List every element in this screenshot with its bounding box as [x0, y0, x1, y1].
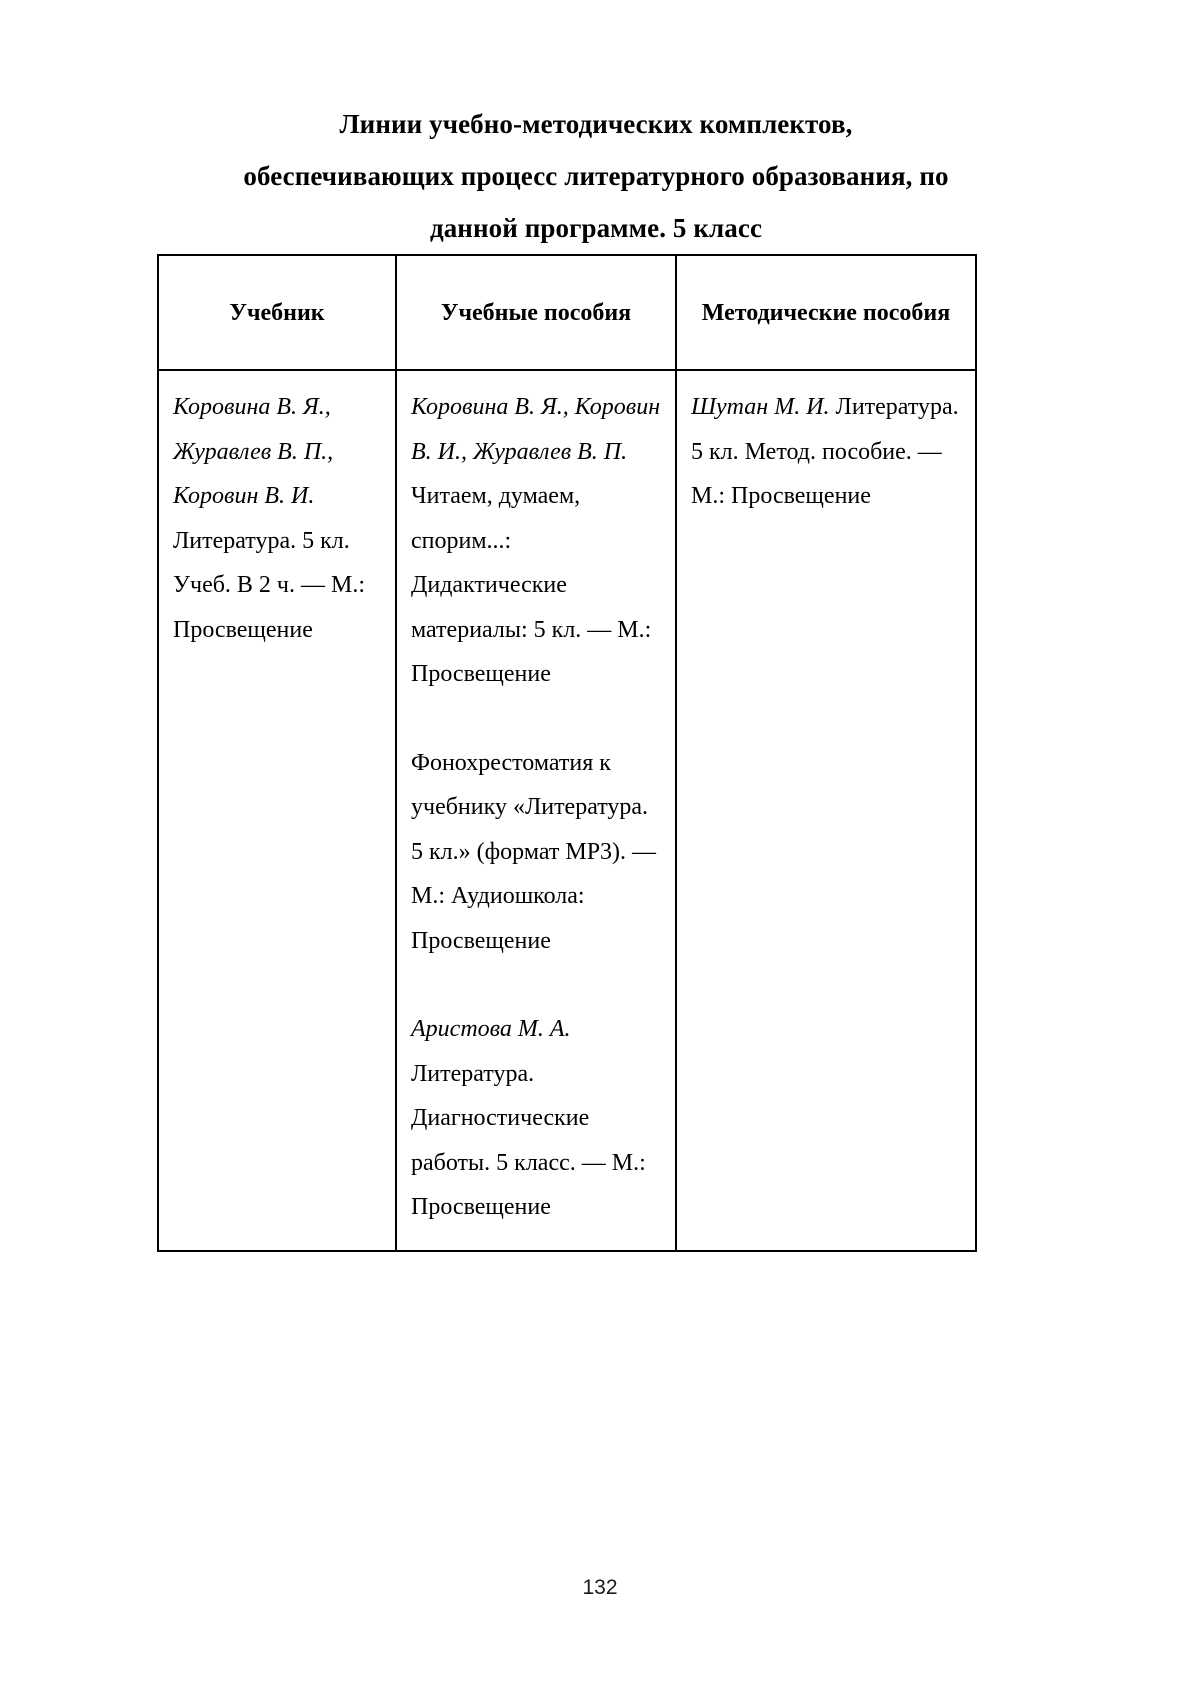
entry-authors: Коровина В. Я., Журавлев В. П., Коровин …	[173, 394, 334, 509]
cell-content-study-aids: Коровина В. Я., Коровин В. И., Журавлев …	[411, 385, 663, 1230]
entry-title: Фонохрестоматия к учебнику «Литература. …	[411, 749, 657, 954]
page-number: 132	[582, 1576, 618, 1599]
bibliography-entry: Шутан М. И. Литература. 5 кл. Метод. пос…	[691, 385, 963, 519]
textbook-kits-table: Учебник Учебные пособия Методические пос…	[157, 254, 977, 1252]
bibliography-entry: Коровина В. Я., Коровин В. И., Журавлев …	[411, 385, 663, 697]
entry-title: Литература. Диагностические работы. 5 кл…	[411, 1060, 646, 1221]
cell-textbook: Коровина В. Я., Журавлев В. П., Коровин …	[157, 369, 397, 1252]
page-title-line-2: обеспечивающих процесс литературного обр…	[243, 161, 949, 191]
table-header-row: Учебник Учебные пособия Методические пос…	[157, 254, 977, 371]
bibliography-entry: Аристова М. А. Литература. Диагностическ…	[411, 1007, 663, 1230]
entry-authors: Аристова М. А.	[411, 1016, 571, 1042]
entry-authors: Коровина В. Я., Коровин В. И., Журавлев …	[411, 394, 661, 465]
column-header-textbook: Учебник	[157, 254, 397, 371]
cell-content-textbook: Коровина В. Я., Журавлев В. П., Коровин …	[173, 385, 383, 652]
page-title-line-1: Линии учебно-методических комплектов,	[339, 109, 853, 139]
entry-authors: Шутан М. И.	[691, 394, 830, 420]
page-title: Линии учебно-методических комплектов, об…	[196, 98, 996, 254]
bibliography-entry: Фонохрестоматия к учебнику «Литература. …	[411, 741, 663, 964]
cell-study-aids: Коровина В. Я., Коровин В. И., Журавлев …	[395, 369, 677, 1252]
cell-content-method-aids: Шутан М. И. Литература. 5 кл. Метод. пос…	[691, 385, 963, 519]
column-header-study-aids: Учебные пособия	[395, 254, 677, 371]
page-title-line-3: данной программе. 5 класс	[429, 213, 763, 243]
column-header-method-aids: Методические пособия	[675, 254, 977, 371]
table-row: Коровина В. Я., Журавлев В. П., Коровин …	[157, 369, 977, 1252]
entry-title: Литература. 5 кл. Учеб. В 2 ч. — М.: Про…	[173, 527, 366, 643]
cell-method-aids: Шутан М. И. Литература. 5 кл. Метод. пос…	[675, 369, 977, 1252]
entry-title: Читаем, думаем, спорим...: Дидактические…	[411, 483, 652, 687]
entry-title: Литература. 5 кл. Метод. пособие. — М.: …	[691, 394, 959, 509]
bibliography-entry: Коровина В. Я., Журавлев В. П., Коровин …	[173, 385, 383, 652]
